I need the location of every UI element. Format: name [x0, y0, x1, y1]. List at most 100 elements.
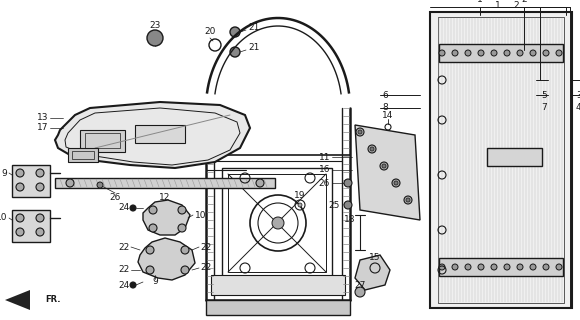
Circle shape [465, 264, 471, 270]
Text: 27: 27 [354, 281, 365, 290]
Bar [12, 165, 50, 197]
Circle shape [504, 50, 510, 56]
Circle shape [478, 264, 484, 270]
Text: 22: 22 [119, 266, 130, 275]
Bar [430, 12, 572, 308]
Polygon shape [143, 200, 190, 235]
Text: 2: 2 [521, 0, 527, 4]
Bar [228, 174, 326, 272]
Circle shape [178, 224, 186, 232]
Text: 21: 21 [248, 44, 259, 52]
Circle shape [147, 30, 163, 46]
Circle shape [404, 196, 412, 204]
Text: 12: 12 [160, 193, 171, 202]
Text: 8: 8 [382, 103, 388, 113]
Text: 18: 18 [343, 215, 355, 225]
Circle shape [465, 50, 471, 56]
Text: 24: 24 [119, 281, 130, 290]
Text: 19: 19 [294, 190, 306, 199]
Circle shape [149, 206, 157, 214]
Text: 13: 13 [37, 114, 48, 123]
Bar [135, 125, 185, 143]
Circle shape [358, 130, 362, 134]
Polygon shape [5, 290, 30, 310]
Circle shape [16, 214, 24, 222]
Circle shape [380, 162, 388, 170]
Circle shape [230, 47, 240, 57]
Circle shape [230, 27, 240, 37]
Circle shape [439, 50, 445, 56]
Circle shape [452, 50, 458, 56]
Text: 4: 4 [576, 103, 580, 113]
Text: 1: 1 [495, 1, 501, 10]
Text: 15: 15 [369, 253, 380, 262]
Text: 22: 22 [200, 243, 211, 252]
Bar [439, 44, 563, 62]
Bar [72, 151, 94, 159]
Circle shape [36, 169, 44, 177]
Text: FR.: FR. [45, 295, 60, 305]
Circle shape [181, 246, 189, 254]
Text: 21: 21 [248, 23, 259, 33]
Bar [206, 300, 350, 315]
Circle shape [517, 50, 523, 56]
Circle shape [66, 179, 74, 187]
Circle shape [130, 205, 136, 211]
Circle shape [36, 214, 44, 222]
Text: 2: 2 [513, 1, 519, 10]
Circle shape [16, 228, 24, 236]
Text: 5: 5 [541, 91, 547, 100]
Circle shape [543, 264, 549, 270]
Circle shape [355, 287, 365, 297]
Text: 20: 20 [204, 28, 216, 36]
Circle shape [178, 206, 186, 214]
Circle shape [491, 50, 497, 56]
Circle shape [298, 203, 302, 207]
Circle shape [16, 169, 24, 177]
Circle shape [530, 50, 536, 56]
Circle shape [392, 179, 400, 187]
Circle shape [344, 201, 352, 209]
Circle shape [370, 147, 374, 151]
Circle shape [439, 264, 445, 270]
Circle shape [556, 264, 562, 270]
Text: 22: 22 [200, 263, 211, 273]
Text: 22: 22 [119, 243, 130, 252]
Bar [439, 258, 563, 276]
Polygon shape [138, 238, 195, 280]
Text: 25: 25 [329, 201, 340, 210]
Bar [487, 148, 542, 166]
Text: 11: 11 [318, 153, 330, 162]
Bar [85, 133, 120, 148]
Polygon shape [355, 125, 420, 220]
Text: 6: 6 [382, 91, 388, 100]
Circle shape [130, 282, 136, 288]
Polygon shape [355, 255, 390, 290]
Circle shape [146, 266, 154, 274]
Bar [222, 168, 332, 278]
Circle shape [36, 183, 44, 191]
Bar [438, 17, 564, 303]
Circle shape [478, 50, 484, 56]
Text: 9: 9 [1, 169, 7, 178]
Circle shape [272, 217, 284, 229]
Text: 23: 23 [149, 20, 161, 29]
Circle shape [368, 145, 376, 153]
Circle shape [256, 179, 264, 187]
Circle shape [97, 182, 103, 188]
Text: 9: 9 [152, 277, 158, 286]
Circle shape [394, 181, 398, 185]
Circle shape [406, 198, 410, 202]
Circle shape [556, 50, 562, 56]
Bar [68, 148, 98, 162]
Circle shape [382, 164, 386, 168]
Circle shape [452, 264, 458, 270]
Text: 7: 7 [541, 103, 547, 113]
Circle shape [16, 183, 24, 191]
Circle shape [543, 50, 549, 56]
Text: 24: 24 [119, 204, 130, 212]
Text: 26: 26 [109, 193, 121, 202]
Circle shape [356, 128, 364, 136]
Circle shape [517, 264, 523, 270]
Circle shape [530, 264, 536, 270]
